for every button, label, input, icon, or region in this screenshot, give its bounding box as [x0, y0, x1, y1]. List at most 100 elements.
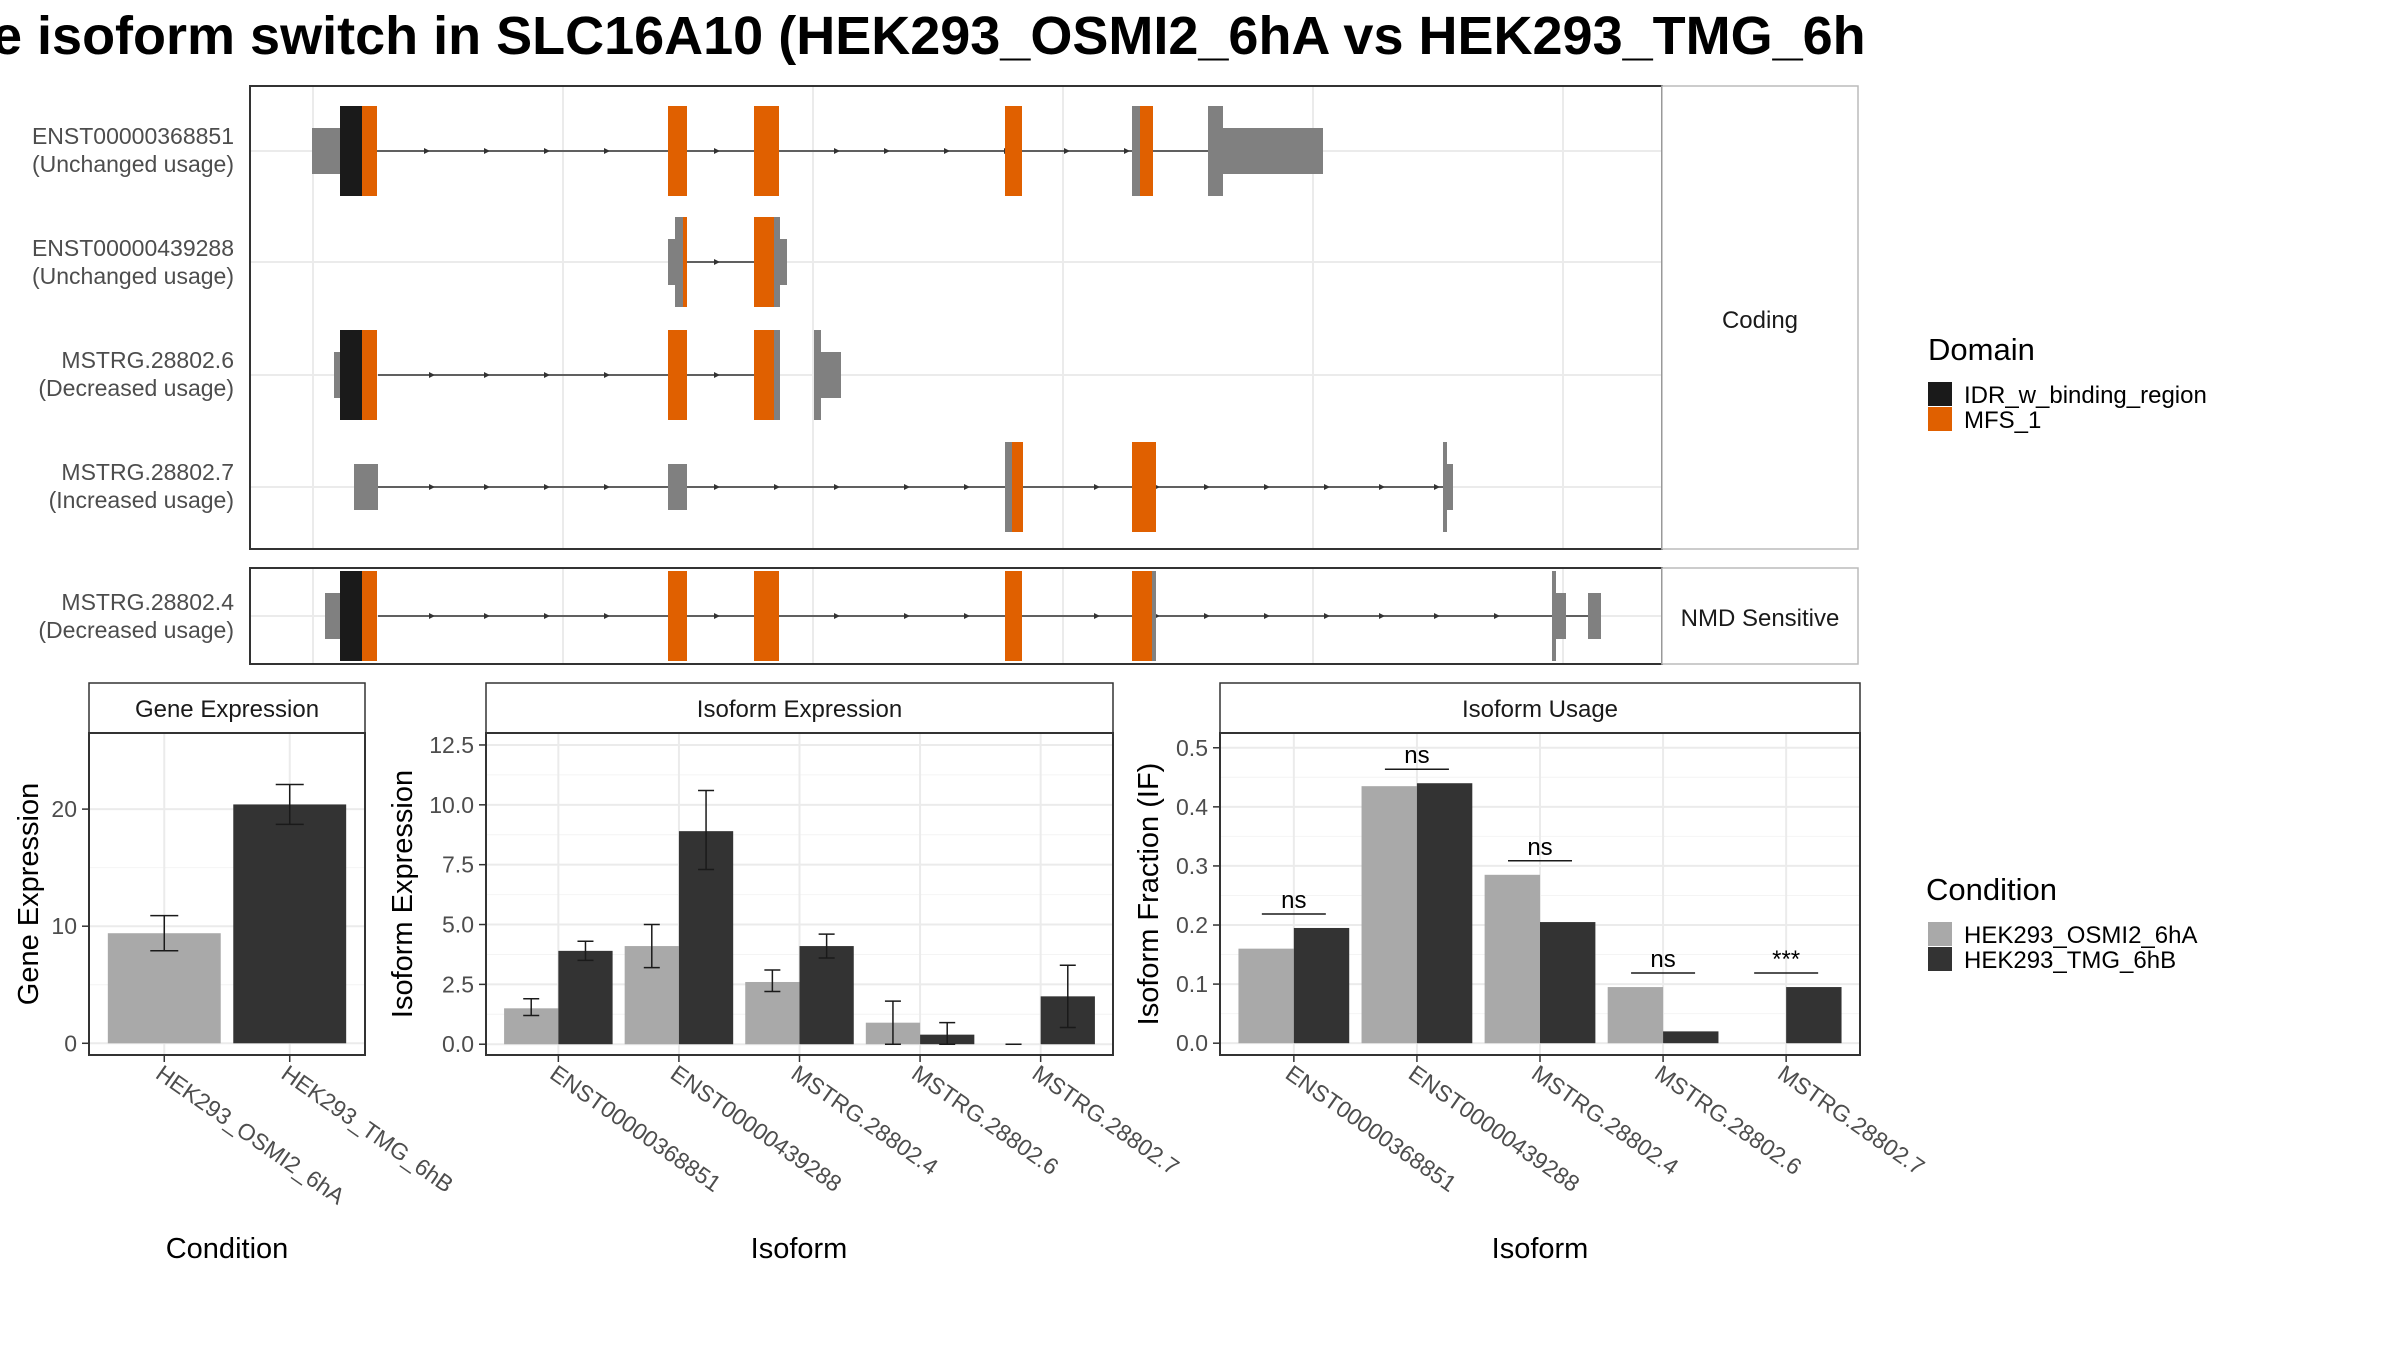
- transcript-track: [312, 106, 1323, 196]
- chart-panel-border: [88, 732, 366, 1056]
- transcript-usage-label: (Decreased usage): [38, 617, 234, 643]
- bar-MSTRG.28802.6-HEK293_OSMI2_6hA: [1607, 987, 1664, 1044]
- bar-HEK293_TMG_6hB: [233, 804, 347, 1044]
- intron-arrow: [714, 484, 720, 490]
- intron-arrow: [714, 613, 720, 619]
- intron-arrow: [1204, 613, 1210, 619]
- intron-arrow: [1324, 484, 1330, 490]
- exon-block: [1005, 442, 1012, 532]
- exon-block: [1005, 571, 1022, 661]
- exon-block: [1223, 128, 1323, 174]
- bar-ENST00000439288-HEK293_TMG_6hB: [1416, 783, 1473, 1044]
- intron-arrow: [544, 372, 550, 378]
- legend-label-osmi: HEK293_OSMI2_6hA: [1964, 922, 2197, 949]
- intron-arrow: [964, 613, 970, 619]
- y-tick-label: 0.1: [1176, 971, 1208, 997]
- transcript-id-label: MSTRG.28802.4: [61, 589, 234, 615]
- nmd-strip-label: NMD Sensitive: [1681, 605, 1840, 632]
- intron-arrow: [604, 613, 610, 619]
- y-tick-label: 0.5: [1176, 735, 1208, 761]
- transcript-usage-label: (Decreased usage): [38, 375, 234, 401]
- exon-block: [821, 352, 841, 398]
- coding-panel-bg: [250, 86, 1662, 549]
- exon-block: [780, 239, 787, 285]
- transcript-id-label: ENST00000368851: [32, 123, 234, 149]
- bar-ENST00000439288-HEK293_OSMI2_6hA: [1361, 786, 1417, 1044]
- intron-arrow: [834, 148, 840, 154]
- y-tick-label: 0.4: [1176, 794, 1208, 820]
- intron-arrow: [774, 484, 780, 490]
- legend-key-tmg: [1928, 947, 1952, 971]
- transcript-id-label: ENST00000439288: [32, 235, 234, 261]
- bar-ENST00000368851-HEK293_OSMI2_6hA: [1238, 948, 1294, 1044]
- exon-block: [668, 239, 675, 285]
- exon-block: [1132, 106, 1140, 196]
- intron-arrow: [884, 148, 890, 154]
- exon-block: [774, 217, 780, 307]
- exon-block: [668, 571, 687, 661]
- exon-block: [1140, 106, 1153, 196]
- exon-block: [668, 464, 687, 510]
- significance-label: ns: [1281, 887, 1306, 914]
- bar-MSTRG.28802.4-HEK293_TMG_6hB: [1540, 922, 1596, 1044]
- transcript-id-label: MSTRG.28802.6: [61, 347, 234, 373]
- intron-arrow: [484, 484, 490, 490]
- exon-block: [1552, 571, 1556, 661]
- intron-arrow: [484, 613, 490, 619]
- significance-label: ***: [1772, 946, 1800, 973]
- transcript-track: [325, 571, 1601, 661]
- y-axis-title: Isoform Fraction (IF): [1133, 763, 1165, 1026]
- exon-block: [1132, 442, 1156, 532]
- figure-title: e isoform switch in SLC16A10 (HEK293_OSM…: [0, 6, 1866, 66]
- exon-block: [340, 330, 362, 420]
- chart-strip: [485, 682, 1114, 734]
- exon-block: [1443, 442, 1447, 532]
- structure-coding-facet: Coding: [249, 85, 1859, 550]
- bar-MSTRG.28802.6-HEK293_TMG_6hB: [1663, 1031, 1719, 1044]
- transcript-track: [334, 330, 841, 420]
- intron-arrow: [544, 613, 550, 619]
- intron-arrow: [714, 148, 720, 154]
- exon-block: [1588, 593, 1601, 639]
- legend-label-mfs: MFS_1: [1964, 407, 2041, 434]
- exon-block: [334, 352, 340, 398]
- intron-arrow: [1094, 484, 1100, 490]
- chart-title: Isoform Expression: [697, 696, 902, 723]
- intron-arrow: [604, 484, 610, 490]
- exon-block: [340, 106, 362, 196]
- exon-block: [1208, 106, 1223, 196]
- intron-arrow: [1494, 613, 1500, 619]
- bar-MSTRG.28802.4-HEK293_OSMI2_6hA: [745, 981, 800, 1045]
- exon-block: [754, 106, 779, 196]
- intron-arrow: [1379, 613, 1385, 619]
- exon-block: [1152, 571, 1156, 661]
- exon-block: [362, 330, 377, 420]
- chart-2: Isoform Usage ns ns ns ns *** 0.0 0.1 0.2 0.3 0.4 0…: [1133, 682, 1930, 1265]
- y-tick-label: 10.0: [429, 792, 474, 818]
- intron-arrow: [484, 372, 490, 378]
- intron-arrow: [1064, 148, 1070, 154]
- intron-arrow: [834, 484, 840, 490]
- intron-arrow: [1264, 484, 1270, 490]
- y-tick-label: 12.5: [429, 732, 474, 758]
- x-axis-title: Isoform: [751, 1233, 848, 1265]
- exon-block: [1556, 593, 1566, 639]
- condition-legend-title: Condition: [1926, 872, 2057, 907]
- intron-arrow: [604, 148, 610, 154]
- x-axis-title: Isoform: [1492, 1233, 1589, 1265]
- transcript-usage-label: (Increased usage): [49, 487, 234, 513]
- y-tick-label: 10: [51, 913, 77, 939]
- transcript-labels: ENST00000368851 (Unchanged usage) ENST00…: [32, 123, 234, 643]
- y-tick-label: 20: [51, 796, 77, 822]
- bar-MSTRG.28802.4-HEK293_OSMI2_6hA: [1484, 874, 1540, 1044]
- bar-HEK293_OSMI2_6hA: [107, 933, 221, 1044]
- legend-label-tmg: HEK293_TMG_6hB: [1964, 947, 2176, 974]
- exon-block: [325, 593, 340, 639]
- exon-block: [362, 106, 377, 196]
- chart-title: Gene Expression: [135, 696, 319, 723]
- intron-arrow: [1124, 148, 1130, 154]
- exon-block: [1005, 106, 1022, 196]
- significance-label: ns: [1404, 742, 1429, 769]
- intron-arrow: [944, 148, 950, 154]
